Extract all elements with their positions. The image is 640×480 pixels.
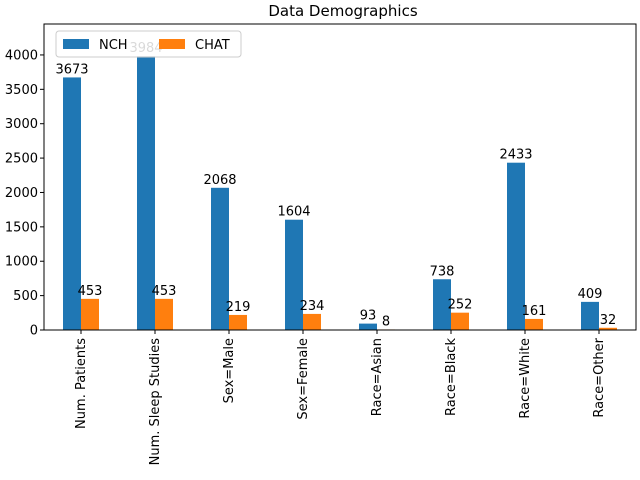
x-tick-label-5: Race=Black [444,338,459,416]
data-label-chat-5: 252 [448,298,473,313]
y-tick-label-2000: 2000 [5,186,38,201]
x-tick-label-2: Sex=Male [222,338,237,403]
data-label-nch-2: 2068 [203,173,236,188]
data-label-chat-4: 8 [382,314,390,329]
bar-nch-5 [433,279,451,330]
data-label-chat-7: 32 [600,313,617,328]
axes-group: 0 500 1000 1500 2000 2500 3000 3500 4000 Num. Pat… [5,23,637,466]
bar-chat-5 [451,312,469,330]
y-tick-label-0: 0 [30,324,38,339]
legend: NCH CHAT [55,30,242,58]
bar-chat-6 [525,318,543,330]
chart-title: Data Demographics [268,2,417,20]
y-tick-label-3500: 3500 [5,83,38,98]
legend-label-chat: CHAT [195,38,230,53]
y-tick-label-2500: 2500 [5,152,38,167]
data-label-chat-1: 453 [152,284,177,299]
data-label-chat-2: 219 [226,300,251,315]
y-tick-label-1500: 1500 [5,220,38,235]
bar-nch-6 [507,162,525,330]
bar-chat-1 [155,298,173,330]
y-tick-label-1000: 1000 [5,255,38,270]
bar-chat-3 [303,313,321,330]
x-tick-label-0: Num. Patients [74,338,89,429]
legend-swatch-chat [159,39,185,49]
data-label-nch-4: 93 [360,309,377,324]
bars-group [63,56,617,331]
data-label-chat-0: 453 [78,284,103,299]
bar-nch-2 [211,187,229,330]
bar-nch-7 [581,301,599,330]
bar-nch-1 [137,56,155,331]
bar-nch-3 [285,219,303,330]
data-label-nch-3: 1604 [277,205,310,220]
data-label-nch-5: 738 [430,264,455,279]
x-tick-label-6: Race=White [518,338,533,419]
y-tick-label-3000: 3000 [5,117,38,132]
bar-nch-4 [359,323,377,330]
data-label-nch-6: 2433 [499,148,532,163]
bar-chat-7 [599,327,617,330]
plot-frame [43,23,637,331]
data-label-nch-7: 409 [578,287,603,302]
data-label-chat-6: 161 [522,304,547,319]
data-label-nch-0: 3673 [55,62,88,77]
data-label-chat-3: 234 [300,299,325,314]
y-tick-label-500: 500 [13,289,38,304]
legend-label-nch: NCH [99,38,128,53]
x-tick-label-1: Num. Sleep Studies [148,338,163,466]
bar-chat-2 [229,314,247,330]
bar-chat-0 [81,298,99,330]
legend-box [55,30,242,58]
x-tick-label-7: Race=Other [592,337,607,417]
bar-nch-0 [63,77,81,331]
legend-swatch-nch [63,39,89,49]
x-tick-label-4: Race=Asian [370,338,385,416]
y-tick-label-4000: 4000 [5,48,38,63]
x-tick-label-3: Sex=Female [296,338,311,420]
